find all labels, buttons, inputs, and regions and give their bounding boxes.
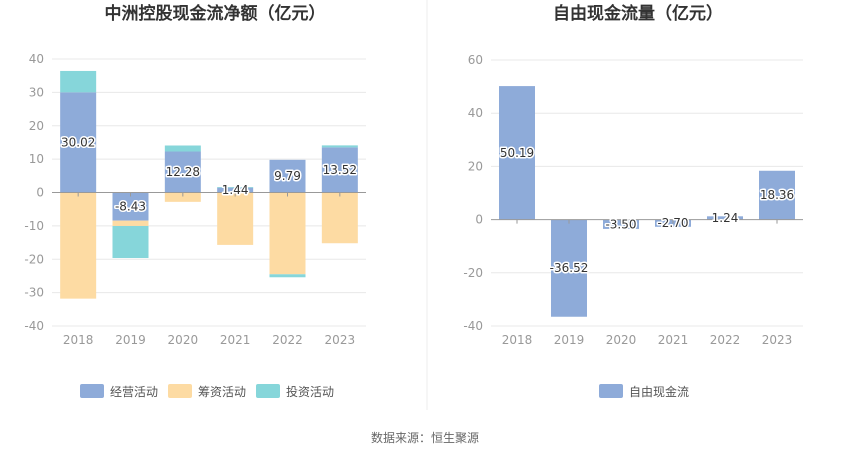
legend-swatch — [80, 384, 104, 398]
bar-financing — [164, 192, 201, 202]
x-tick-label: 2021 — [220, 333, 251, 347]
y-tick-label: 60 — [468, 53, 483, 67]
x-tick-label: 2020 — [606, 333, 637, 347]
bar-investing — [164, 145, 201, 152]
bar-financing — [321, 192, 358, 244]
bar-fcf — [499, 86, 535, 220]
bar-fcf — [551, 219, 587, 317]
right-chart: 60 40 20 0 -20 -40 2018 2019 2020 2021 2022 2023 50.… — [463, 53, 803, 347]
y-tick-label: 20 — [468, 159, 483, 173]
bar-operating — [60, 92, 97, 193]
bar-fcf — [759, 170, 795, 220]
data-label: 30.02 — [61, 135, 95, 149]
y-tick-label: -10 — [24, 219, 44, 233]
y-tick-label: -20 — [24, 252, 44, 266]
source-note: 数据来源：恒生聚源 — [371, 430, 479, 445]
x-tick-label: 2022 — [710, 333, 741, 347]
y-tick-label: 40 — [468, 106, 483, 120]
x-tick-label: 2022 — [272, 333, 303, 347]
bar-investing — [60, 70, 97, 93]
right-chart-title: 自由现金流量（亿元） — [553, 3, 723, 24]
left-chart: 40 30 20 10 0 -10 -20 -30 -40 2018 2019 2020 2021 202… — [24, 52, 366, 347]
x-tick-label: 2023 — [325, 333, 356, 347]
x-tick-label: 2019 — [554, 333, 585, 347]
right-legend: 自由现金流 — [599, 384, 689, 399]
data-label: 50.19 — [500, 146, 534, 160]
data-label: -3.50 — [605, 217, 636, 231]
x-tick-label: 2018 — [63, 333, 94, 347]
bar-fcf — [707, 216, 743, 220]
bar-fcf — [603, 219, 639, 229]
bar-investing — [269, 274, 306, 278]
data-label: 12.28 — [166, 165, 200, 179]
legend-item-operating[interactable]: 经营活动 — [80, 384, 158, 399]
data-label: -8.43 — [115, 200, 146, 214]
x-tick-label: 2020 — [168, 333, 199, 347]
data-label: 9.79 — [274, 169, 301, 183]
bar-investing — [217, 187, 254, 188]
y-tick-label: -30 — [24, 286, 44, 300]
bar-operating — [217, 187, 254, 193]
bar-financing — [112, 220, 149, 226]
bar-investing — [112, 225, 149, 259]
y-tick-label: 30 — [29, 85, 44, 99]
bar-operating — [164, 151, 201, 193]
left-legend: 经营活动 筹资活动 投资活动 — [80, 384, 334, 399]
legend-swatch — [599, 384, 623, 398]
y-tick-label: 40 — [29, 52, 44, 66]
legend-label: 自由现金流 — [629, 384, 689, 399]
legend-item-investing[interactable]: 投资活动 — [256, 384, 334, 399]
bar-financing — [217, 192, 254, 245]
y-tick-label: -40 — [463, 319, 483, 333]
bar-operating — [269, 159, 306, 193]
legend-item-financing[interactable]: 筹资活动 — [168, 384, 246, 399]
legend-swatch — [168, 384, 192, 398]
data-label: -36.52 — [550, 261, 589, 275]
bar-financing — [269, 192, 306, 275]
bar-investing — [321, 145, 358, 148]
y-tick-label: 20 — [29, 119, 44, 133]
bar-operating — [321, 147, 358, 193]
data-label: 18.36 — [760, 188, 794, 202]
x-tick-label: 2019 — [115, 333, 146, 347]
y-tick-label: -40 — [24, 319, 44, 333]
y-tick-label: -20 — [463, 266, 483, 280]
left-chart-title: 中洲控股现金流净额（亿元） — [105, 3, 326, 24]
legend-label: 筹资活动 — [198, 385, 246, 399]
legend-label: 投资活动 — [286, 384, 334, 399]
bar-financing — [60, 192, 97, 299]
bar-operating — [112, 192, 149, 221]
y-tick-label: 10 — [29, 152, 44, 166]
x-tick-label: 2021 — [658, 333, 689, 347]
legend-label: 经营活动 — [110, 385, 158, 399]
data-label: 13.52 — [323, 163, 357, 177]
data-label: -2.70 — [657, 216, 688, 230]
legend-item-fcf[interactable]: 自由现金流 — [599, 384, 689, 399]
data-label: 1.44 — [222, 183, 249, 197]
x-tick-label: 2018 — [502, 333, 533, 347]
y-tick-label: 0 — [475, 213, 483, 227]
x-tick-label: 2023 — [762, 333, 793, 347]
data-label: 1.24 — [712, 211, 739, 225]
y-tick-label: 0 — [36, 186, 44, 200]
legend-swatch — [256, 384, 280, 398]
